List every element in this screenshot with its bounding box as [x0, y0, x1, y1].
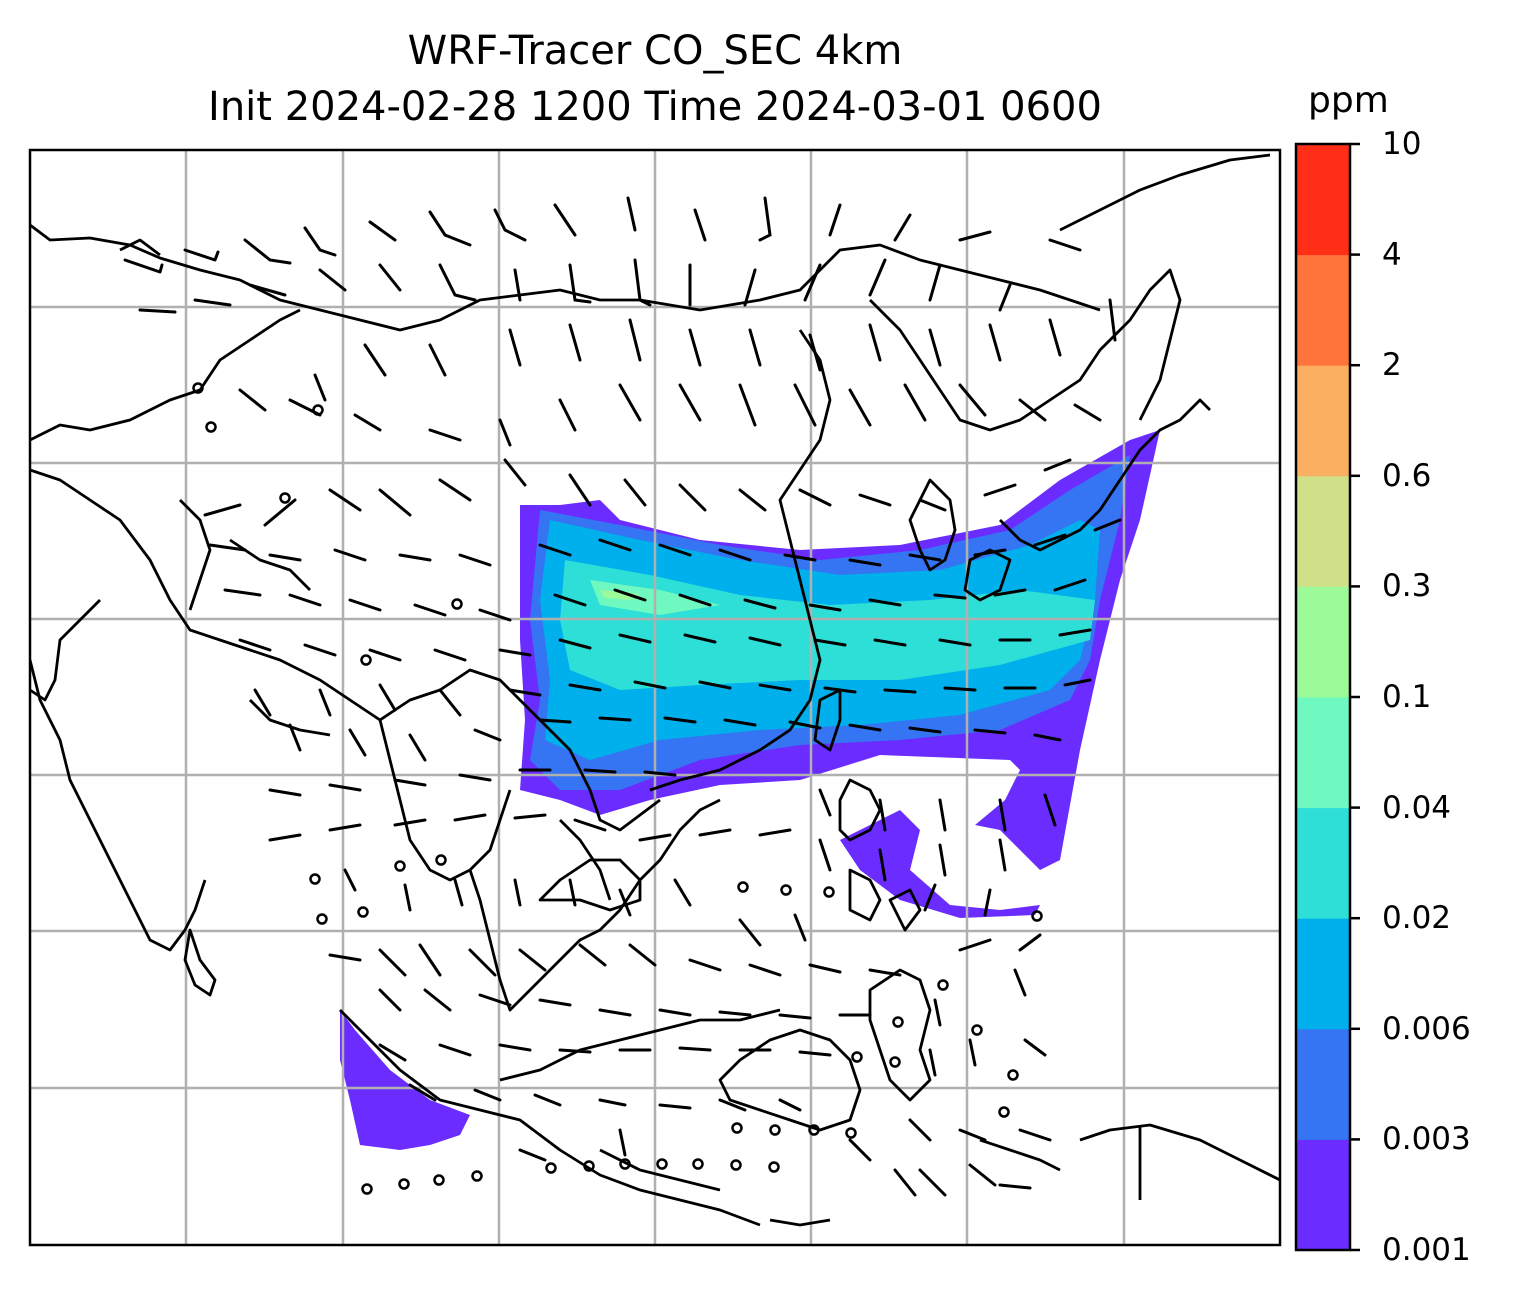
- plume-band-6: [600, 590, 640, 600]
- colorbar-tick-label: 4: [1382, 236, 1402, 273]
- barb-row-7: [223, 578, 1087, 622]
- colorbar-tick-label: 0.006: [1382, 1010, 1471, 1047]
- colorbar-segment: [1296, 1139, 1350, 1251]
- tracer-plume: [340, 430, 1160, 1150]
- colorbar-tick-label: 10: [1382, 126, 1422, 162]
- barb-row-4: [238, 383, 1102, 447]
- coastlines: [30, 153, 1280, 1227]
- plume-sumatra: [340, 1010, 470, 1150]
- colorbar-segment: [1296, 697, 1350, 809]
- colorbar-tick-label: 0.6: [1382, 457, 1432, 494]
- barb-row-12: [268, 813, 1007, 882]
- map-title-line2: Init 2024-02-28 1200 Time 2024-03-01 060…: [208, 84, 1102, 130]
- colorbar-segment: [1296, 807, 1350, 919]
- colorbar-tick-label: 0.001: [1382, 1232, 1471, 1268]
- plume-outer-south: [840, 810, 1040, 918]
- colorbar-tick-label: 0.02: [1382, 900, 1452, 937]
- colorbar-segment: [1296, 254, 1350, 366]
- colorbar-unit-label: ppm: [1308, 80, 1389, 121]
- colorbar-segment: [1296, 1028, 1350, 1140]
- barb-row-9: [253, 678, 1092, 717]
- colorbar-tick-label: 0.1: [1382, 679, 1432, 715]
- colorbar-segment: [1296, 586, 1350, 698]
- gridlines: [30, 150, 1280, 1245]
- calm-wind-markers: [192, 382, 1043, 1195]
- wind-barbs: [123, 196, 1122, 1197]
- barb-row-5: [203, 458, 1072, 527]
- map-frame: [28, 148, 1282, 1247]
- barb-row-14: [328, 933, 1042, 977]
- barb-row-10: [288, 716, 1062, 762]
- colorbar-segment: [1296, 365, 1350, 477]
- barb-row-6: [208, 518, 1122, 567]
- colorbar-tick-label: 2: [1382, 347, 1402, 384]
- colorbar-tick-label: 0.003: [1382, 1121, 1471, 1158]
- plume-band-4: [560, 560, 1095, 690]
- colorbar-segment: [1296, 144, 1350, 256]
- barb-row-13: [343, 868, 992, 947]
- barb-row-2: [138, 258, 1012, 314]
- barb-row-11: [268, 768, 1057, 832]
- barb-row-17: [408, 1083, 1052, 1142]
- colorbar-tick-label: 0.04: [1382, 789, 1452, 826]
- colorbar-segment: [1296, 918, 1350, 1030]
- colorbar: [1294, 142, 1360, 1252]
- colorbar-tick-label: 0.3: [1382, 568, 1432, 605]
- barb-row-18: [518, 1128, 1032, 1197]
- barb-row-1: [123, 196, 1082, 274]
- barb-row-16: [378, 1038, 1047, 1077]
- barb-row-15: [378, 968, 1027, 1027]
- map-title-line1: WRF-Tracer CO_SEC 4km: [407, 28, 903, 74]
- barb-row-3: [313, 298, 1117, 402]
- colorbar-segment: [1296, 475, 1350, 587]
- barb-row-8: [238, 628, 1092, 662]
